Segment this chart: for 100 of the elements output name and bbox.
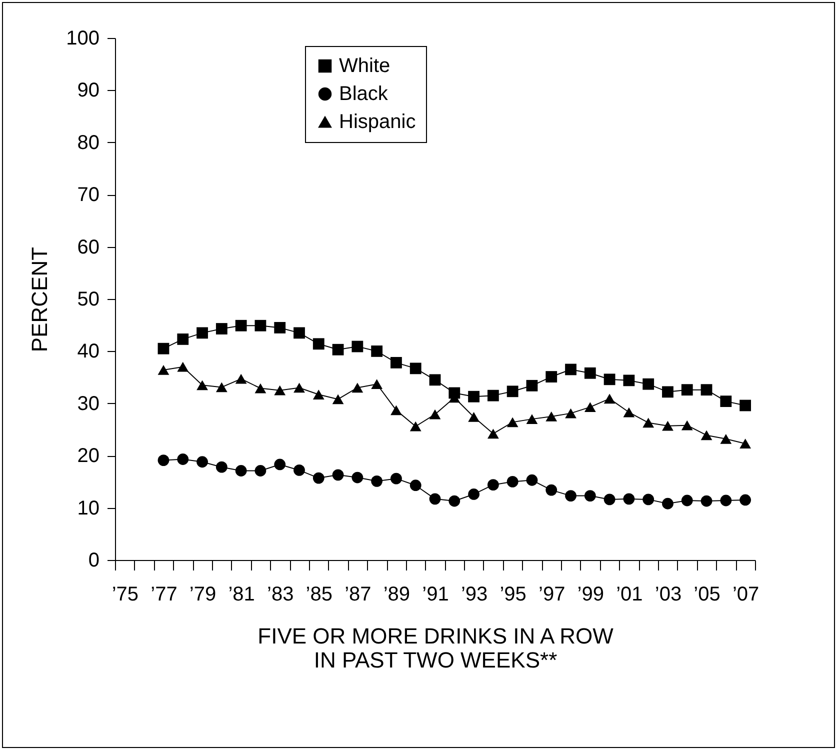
y-tick-label: 20 bbox=[77, 445, 100, 468]
point bbox=[196, 456, 208, 468]
x-tick-label: ’91 bbox=[422, 584, 449, 606]
point bbox=[216, 323, 228, 334]
point bbox=[584, 490, 596, 502]
x-tick-label: ’79 bbox=[189, 584, 216, 606]
point bbox=[642, 494, 654, 506]
point bbox=[681, 494, 693, 506]
x-tick-label: ’01 bbox=[616, 584, 643, 606]
point bbox=[584, 367, 596, 379]
point bbox=[352, 472, 364, 484]
point bbox=[681, 420, 693, 430]
point bbox=[740, 494, 752, 506]
point bbox=[177, 454, 189, 465]
y-tick-label: 90 bbox=[77, 80, 100, 102]
point bbox=[390, 405, 402, 416]
x-tick-label: ’95 bbox=[500, 584, 526, 606]
point bbox=[565, 490, 576, 502]
point bbox=[312, 338, 324, 350]
point bbox=[312, 472, 324, 484]
point bbox=[623, 407, 635, 418]
point bbox=[506, 476, 518, 488]
x-tick-label: ’87 bbox=[344, 584, 372, 606]
point bbox=[720, 494, 732, 506]
point bbox=[390, 472, 402, 484]
legend-label: Black bbox=[339, 83, 389, 105]
point bbox=[468, 412, 480, 422]
point bbox=[371, 379, 383, 390]
point bbox=[235, 465, 247, 476]
point bbox=[390, 356, 402, 368]
point bbox=[254, 383, 266, 394]
point bbox=[565, 408, 576, 418]
y-axis-title: PERCENT bbox=[27, 246, 52, 352]
y-tick-label: 0 bbox=[88, 550, 100, 572]
x-tick-label: ’07 bbox=[732, 584, 760, 606]
y-tick-label: 40 bbox=[77, 340, 100, 363]
y-tick-label: 80 bbox=[77, 132, 100, 154]
x-tick-label: ’85 bbox=[306, 584, 332, 606]
point bbox=[274, 458, 286, 470]
point bbox=[546, 371, 558, 382]
point bbox=[371, 475, 383, 487]
point bbox=[468, 390, 480, 402]
point bbox=[604, 374, 616, 386]
x-axis-title: FIVE OR MORE DRINKS IN A ROW IN PAST TWO WEEKS** bbox=[258, 624, 614, 672]
y-tick-label: 100 bbox=[66, 28, 100, 50]
point bbox=[642, 378, 654, 390]
point bbox=[410, 480, 422, 492]
point bbox=[662, 420, 674, 431]
point bbox=[312, 390, 324, 400]
point bbox=[177, 362, 189, 372]
point bbox=[506, 386, 518, 398]
point bbox=[274, 322, 286, 334]
point bbox=[662, 386, 674, 398]
point bbox=[410, 421, 422, 432]
point bbox=[294, 327, 305, 339]
point bbox=[332, 394, 344, 404]
point bbox=[429, 374, 441, 386]
point bbox=[487, 390, 499, 402]
point bbox=[216, 461, 228, 473]
point bbox=[584, 402, 596, 412]
point bbox=[700, 384, 712, 396]
point bbox=[623, 374, 635, 386]
legend-label: White bbox=[339, 55, 390, 77]
point bbox=[158, 342, 170, 354]
point bbox=[526, 474, 538, 486]
point bbox=[487, 428, 499, 439]
point bbox=[720, 434, 732, 444]
point bbox=[642, 418, 654, 428]
point bbox=[429, 409, 441, 420]
y-tick-label: 70 bbox=[77, 184, 100, 206]
y-tick-label: 30 bbox=[77, 392, 100, 415]
point bbox=[700, 495, 712, 507]
x-tick-label: ’03 bbox=[654, 584, 682, 606]
point bbox=[526, 414, 538, 424]
point bbox=[681, 384, 693, 396]
x-tick-label: ’83 bbox=[266, 584, 294, 606]
point bbox=[177, 333, 189, 345]
y-tick-label: 50 bbox=[77, 288, 100, 310]
point bbox=[332, 344, 344, 356]
point bbox=[429, 493, 441, 505]
point bbox=[371, 346, 383, 357]
point bbox=[700, 430, 712, 440]
point bbox=[565, 364, 576, 376]
point bbox=[235, 320, 247, 332]
point bbox=[604, 494, 616, 506]
point bbox=[468, 488, 480, 500]
point bbox=[216, 382, 228, 392]
point bbox=[332, 469, 344, 481]
point bbox=[623, 493, 635, 505]
x-tick-label: ’05 bbox=[694, 584, 720, 606]
point bbox=[254, 465, 266, 476]
x-tick-label: ’75 bbox=[112, 584, 139, 606]
point bbox=[294, 382, 305, 393]
point bbox=[235, 374, 247, 384]
point bbox=[352, 340, 364, 352]
point bbox=[352, 382, 364, 393]
point bbox=[196, 327, 208, 339]
legend-label: Hispanic bbox=[339, 111, 416, 133]
x-tick-label: ’99 bbox=[577, 584, 604, 606]
x-tick-label: ’89 bbox=[383, 584, 410, 606]
